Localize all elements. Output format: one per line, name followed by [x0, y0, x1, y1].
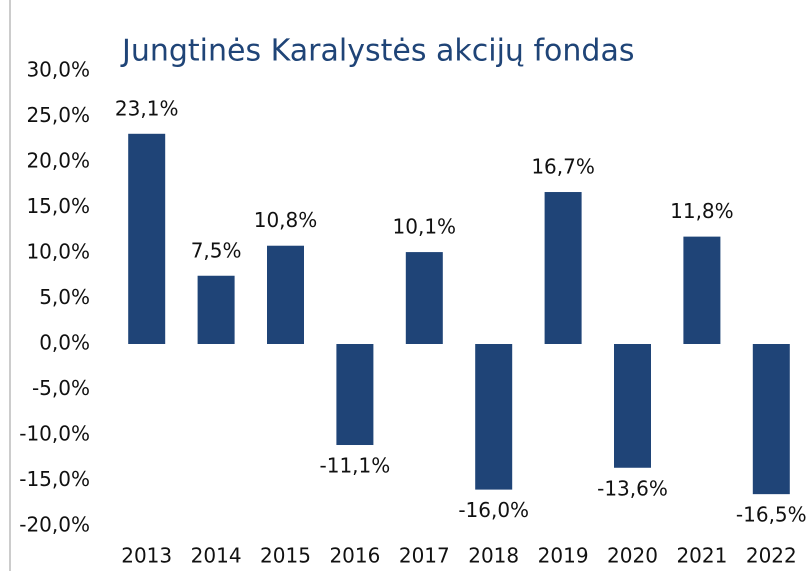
value-label: -13,6%: [597, 476, 668, 500]
x-tick-label: 2019: [538, 544, 589, 568]
value-label: 10,1%: [393, 215, 457, 239]
bar: [405, 252, 443, 344]
bar: [475, 344, 513, 490]
bar: [197, 275, 235, 344]
value-label: 10,8%: [254, 208, 318, 232]
x-tick-label: 2013: [121, 544, 172, 568]
y-tick-label: 5,0%: [39, 285, 90, 309]
y-tick-label: 25,0%: [26, 103, 90, 127]
x-tick-label: 2015: [260, 544, 311, 568]
bar: [752, 344, 790, 495]
x-tick-label: 2020: [607, 544, 658, 568]
bar: [336, 344, 374, 446]
value-label: 7,5%: [191, 238, 242, 262]
x-tick-label: 2017: [399, 544, 450, 568]
value-label: 11,8%: [670, 199, 734, 223]
y-tick-label: -20,0%: [19, 513, 90, 537]
value-label: -11,1%: [320, 454, 391, 478]
bar: [614, 344, 651, 468]
y-tick-label: -5,0%: [32, 376, 90, 400]
x-tick-label: 2022: [746, 544, 797, 568]
value-label: 16,7%: [531, 155, 595, 179]
x-tick-label: 2016: [329, 544, 380, 568]
x-tick-label: 2021: [676, 544, 727, 568]
y-tick-label: 10,0%: [26, 240, 90, 264]
x-tick-label: 2014: [191, 544, 242, 568]
bar: [267, 245, 304, 344]
value-label: -16,0%: [458, 498, 529, 522]
y-tick-label: -10,0%: [19, 422, 90, 446]
y-tick-label: -15,0%: [19, 467, 90, 491]
bar: [544, 192, 582, 344]
y-tick-label: 15,0%: [26, 194, 90, 218]
value-label: 23,1%: [115, 96, 179, 120]
bar: [128, 133, 166, 344]
y-tick-label: 30,0%: [26, 58, 90, 82]
y-tick-label: 0,0%: [39, 331, 90, 355]
y-tick-label: 20,0%: [26, 149, 90, 173]
x-tick-label: 2018: [468, 544, 519, 568]
bar: [683, 236, 721, 344]
chart-title: Jungtinės Karalystės akcijų fondas: [120, 34, 634, 69]
value-label: -16,5%: [736, 503, 806, 527]
